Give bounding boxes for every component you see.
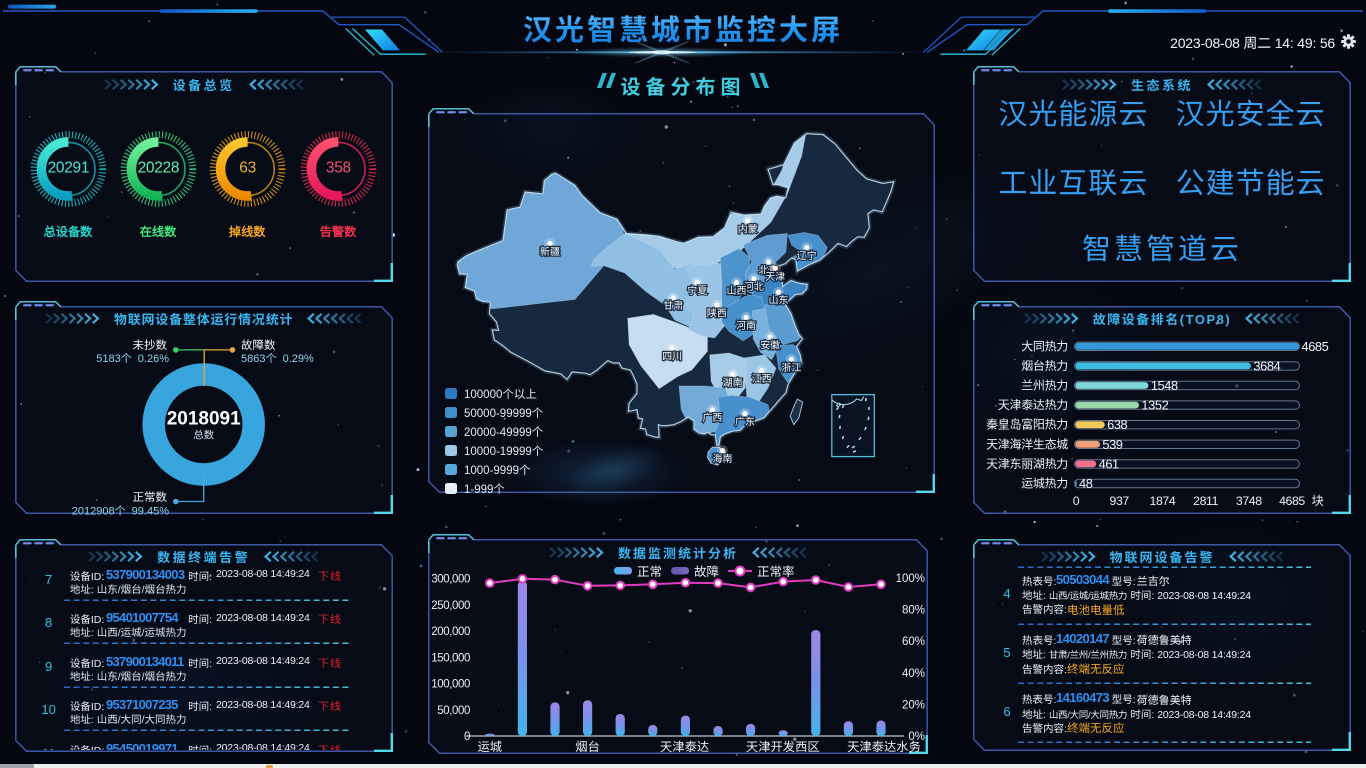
svg-text:20228: 20228 bbox=[137, 160, 179, 177]
svg-text:未抄数: 未抄数 bbox=[132, 339, 167, 352]
svg-text:63: 63 bbox=[239, 160, 256, 177]
svg-text:宁夏: 宁夏 bbox=[687, 285, 707, 297]
svg-text:539: 539 bbox=[1102, 436, 1122, 451]
svg-text:300,000: 300,000 bbox=[431, 574, 470, 586]
svg-text:1548: 1548 bbox=[1151, 378, 1178, 393]
svg-text:40%: 40% bbox=[902, 668, 925, 680]
svg-text:正常: 正常 bbox=[637, 565, 662, 579]
svg-text:48: 48 bbox=[1079, 476, 1093, 491]
svg-text:1874: 1874 bbox=[1150, 494, 1176, 508]
svg-text:4685: 4685 bbox=[1302, 338, 1329, 353]
svg-text:2811: 2811 bbox=[1193, 494, 1218, 508]
svg-text:3748: 3748 bbox=[1236, 494, 1262, 508]
svg-text:故障: 故障 bbox=[694, 565, 719, 579]
svg-text:新疆: 新疆 bbox=[540, 246, 560, 258]
svg-text:天津泰达: 天津泰达 bbox=[660, 740, 709, 754]
svg-text:大同热力: 大同热力 bbox=[1021, 339, 1068, 353]
svg-text:秦皇岛富阳热力: 秦皇岛富阳热力 bbox=[986, 416, 1068, 431]
svg-text:运城: 运城 bbox=[477, 740, 502, 754]
svg-text:80%: 80% bbox=[902, 605, 925, 617]
svg-text:天津开发西区: 天津开发西区 bbox=[746, 740, 820, 754]
svg-text:2018091: 2018091 bbox=[166, 408, 240, 429]
svg-text:60%: 60% bbox=[902, 636, 925, 648]
svg-text:20%: 20% bbox=[902, 699, 925, 711]
svg-text:正常率: 正常率 bbox=[757, 565, 795, 579]
svg-text:正常数: 正常数 bbox=[132, 491, 167, 504]
svg-text:3684: 3684 bbox=[1253, 358, 1280, 373]
svg-text:四川: 四川 bbox=[662, 351, 682, 362]
svg-text:4685: 4685 bbox=[1279, 494, 1305, 508]
svg-text:内蒙: 内蒙 bbox=[738, 223, 758, 235]
svg-text:甘肃: 甘肃 bbox=[663, 300, 683, 312]
svg-text:辽宁: 辽宁 bbox=[797, 250, 817, 262]
svg-text:358: 358 bbox=[326, 160, 351, 177]
svg-text:块: 块 bbox=[1312, 494, 1324, 508]
svg-text:100000个以上: 100000个以上 bbox=[464, 388, 537, 401]
svg-text:50,000: 50,000 bbox=[437, 705, 470, 717]
svg-text:937: 937 bbox=[1110, 494, 1130, 508]
svg-text:山西: 山西 bbox=[727, 285, 747, 297]
svg-text:烟台: 烟台 bbox=[575, 740, 600, 754]
svg-text:638: 638 bbox=[1107, 417, 1127, 432]
svg-text:100%: 100% bbox=[896, 573, 925, 585]
svg-text:1352: 1352 bbox=[1141, 397, 1168, 412]
svg-text:天津泰达水务: 天津泰达水务 bbox=[847, 740, 921, 754]
svg-text:广东: 广东 bbox=[735, 416, 755, 428]
svg-text:2012908个 99.45%: 2012908个 99.45% bbox=[71, 504, 168, 517]
svg-text:安徽: 安徽 bbox=[760, 339, 780, 351]
svg-text:250,000: 250,000 bbox=[431, 600, 470, 612]
svg-text:20291: 20291 bbox=[47, 160, 89, 177]
svg-text:陕西: 陕西 bbox=[707, 307, 727, 319]
svg-text:0: 0 bbox=[1073, 494, 1080, 508]
svg-text:1000-9999个: 1000-9999个 bbox=[464, 464, 531, 477]
svg-text:浙江: 浙江 bbox=[781, 361, 801, 373]
svg-text:海南: 海南 bbox=[713, 453, 733, 465]
svg-text:1-999个: 1-999个 bbox=[464, 483, 505, 496]
svg-text:故障数: 故障数 bbox=[241, 339, 276, 352]
svg-text:5183个 0.26%: 5183个 0.26% bbox=[96, 352, 169, 365]
svg-text:10000-19999个: 10000-19999个 bbox=[464, 445, 544, 458]
svg-text:江西: 江西 bbox=[752, 373, 772, 385]
svg-text:烟台热力: 烟台热力 bbox=[1021, 358, 1068, 372]
svg-text:广西: 广西 bbox=[702, 412, 722, 424]
svg-text:总数: 总数 bbox=[193, 429, 214, 441]
svg-text:0%: 0% bbox=[908, 731, 925, 743]
svg-text:0: 0 bbox=[464, 731, 470, 743]
svg-text:天津海洋生态城: 天津海洋生态城 bbox=[986, 436, 1068, 451]
svg-text:天津泰达热力: 天津泰达热力 bbox=[998, 398, 1068, 412]
svg-text:150,000: 150,000 bbox=[431, 652, 470, 664]
svg-text:20000-49999个: 20000-49999个 bbox=[464, 426, 544, 439]
svg-text:运城热力: 运城热力 bbox=[1021, 476, 1068, 490]
svg-text:100,000: 100,000 bbox=[431, 679, 470, 691]
svg-text:河北: 河北 bbox=[744, 281, 764, 293]
svg-text:5863个 0.29%: 5863个 0.29% bbox=[241, 352, 314, 365]
svg-text:50000-99999个: 50000-99999个 bbox=[464, 407, 544, 420]
svg-text:200,000: 200,000 bbox=[431, 626, 470, 638]
svg-text:河南: 河南 bbox=[736, 319, 756, 331]
svg-text:兰州热力: 兰州热力 bbox=[1021, 378, 1068, 392]
svg-text:461: 461 bbox=[1099, 456, 1119, 471]
svg-text:湖南: 湖南 bbox=[723, 376, 743, 388]
svg-text:山东: 山东 bbox=[769, 294, 789, 306]
svg-text:天津: 天津 bbox=[765, 271, 785, 283]
svg-text:天津东丽湖热力: 天津东丽湖热力 bbox=[986, 456, 1068, 470]
